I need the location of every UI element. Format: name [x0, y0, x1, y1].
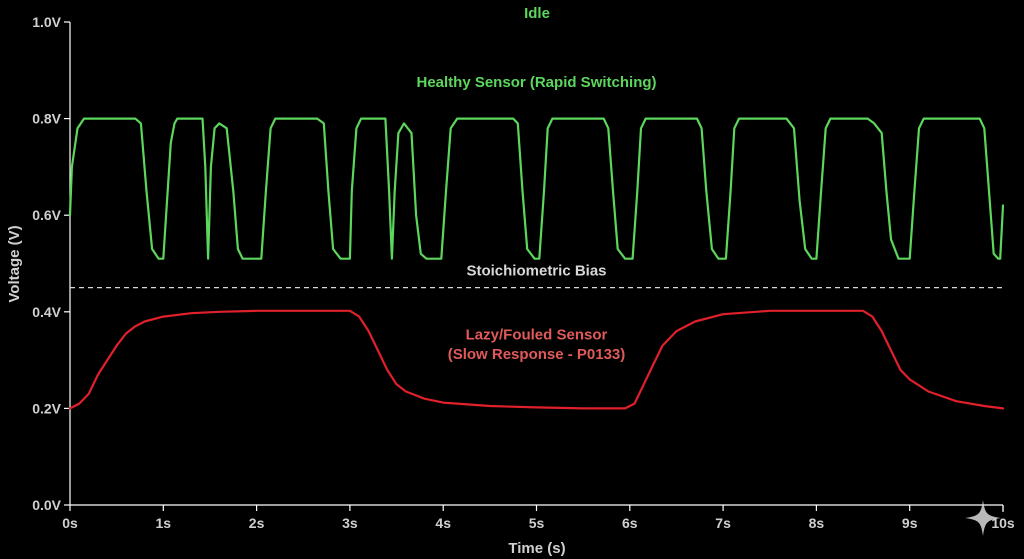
y-tick-label: 0.4V [32, 304, 61, 320]
series-lines [68, 117, 1005, 410]
x-tick-label: 6s [622, 515, 638, 531]
annotation-label: Lazy/Fouled Sensor [466, 326, 608, 343]
x-tick-label: 3s [342, 515, 358, 531]
annotation-label: Healthy Sensor (Rapid Switching) [416, 74, 656, 91]
sparkle-icon [965, 500, 1001, 536]
x-tick-label: 7s [715, 515, 731, 531]
axes: 0s 1s 2s 3s 4s 5s 6s 7s 8s 9s 10s 0.0V 0.2V 0.4V 0.6V 0… [32, 14, 1015, 531]
x-axis-label: Time (s) [508, 540, 565, 557]
healthy-sensor-line [68, 117, 1005, 260]
x-tick-label: 5s [529, 515, 545, 531]
lazy-sensor-line [68, 309, 1005, 410]
y-tick-label: 0.2V [32, 400, 61, 416]
x-tick-label: 9s [902, 515, 918, 531]
annotation-label: Stoichiometric Bias [466, 263, 606, 280]
y-tick-label: 0.6V [32, 207, 61, 223]
annotations: Healthy Sensor (Rapid Switching) Stoichio… [416, 74, 656, 363]
x-tick-label: 2s [249, 515, 265, 531]
y-axis-label: Voltage (V) [6, 225, 23, 302]
x-tick-label: 0s [62, 515, 78, 531]
chart-title: Idle [524, 5, 550, 22]
y-tick-label: 1.0V [32, 14, 61, 30]
x-tick-label: 8s [809, 515, 825, 531]
y-tick-label: 0.8V [32, 111, 61, 127]
x-tick-label: 10s [991, 515, 1015, 531]
annotation-label: (Slow Response - P0133) [448, 346, 626, 363]
x-tick-label: 4s [435, 515, 451, 531]
y-tick-label: 0.0V [32, 497, 61, 513]
x-tick-label: 1s [156, 515, 172, 531]
